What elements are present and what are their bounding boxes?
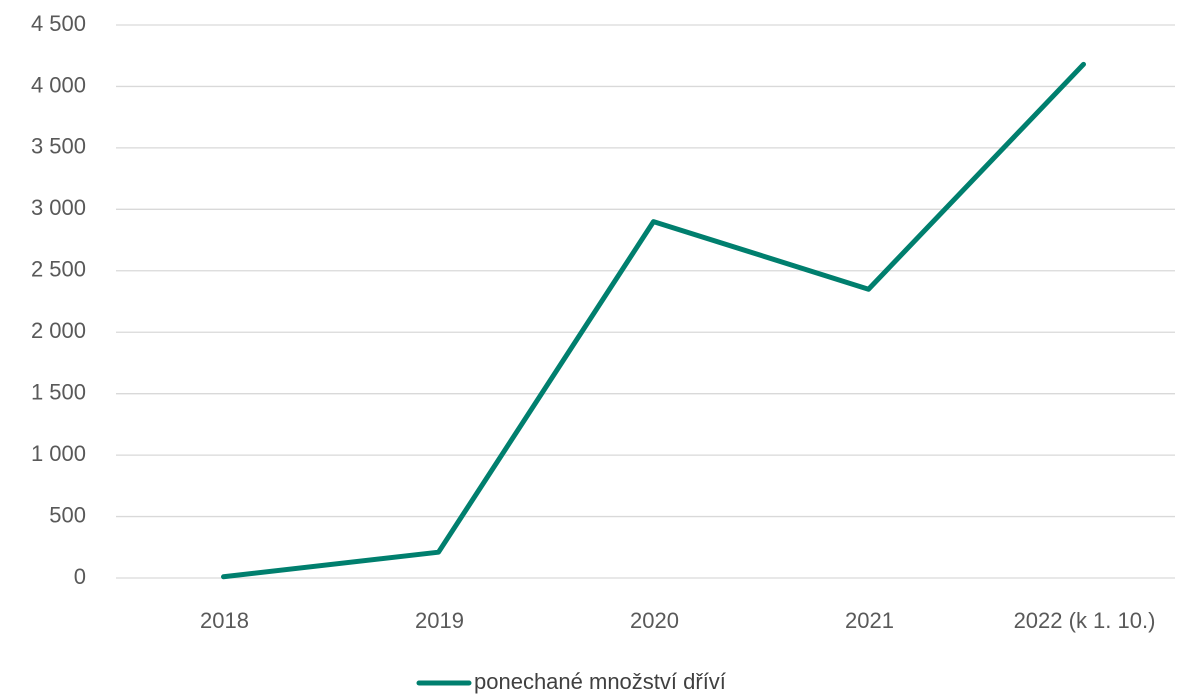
y-tick-label: 2 500 bbox=[31, 257, 86, 282]
y-tick-label: 500 bbox=[49, 502, 86, 527]
y-tick-label: 2 000 bbox=[31, 318, 86, 343]
y-tick-label: 3 000 bbox=[31, 195, 86, 220]
y-tick-label: 4 000 bbox=[31, 72, 86, 97]
y-tick-label: 4 500 bbox=[31, 11, 86, 36]
x-tick-label: 2020 bbox=[630, 608, 679, 633]
y-tick-label: 1 000 bbox=[31, 441, 86, 466]
y-tick-label: 3 500 bbox=[31, 134, 86, 159]
legend-label: ponechané množství dříví bbox=[474, 669, 726, 694]
x-tick-label: 2021 bbox=[845, 608, 894, 633]
y-tick-label: 1 500 bbox=[31, 379, 86, 404]
x-tick-label: 2018 bbox=[200, 608, 249, 633]
x-tick-label: 2022 (k 1. 10.) bbox=[1014, 608, 1156, 633]
x-tick-label: 2019 bbox=[415, 608, 464, 633]
y-tick-label: 0 bbox=[74, 564, 86, 589]
line-series bbox=[221, 61, 1086, 580]
